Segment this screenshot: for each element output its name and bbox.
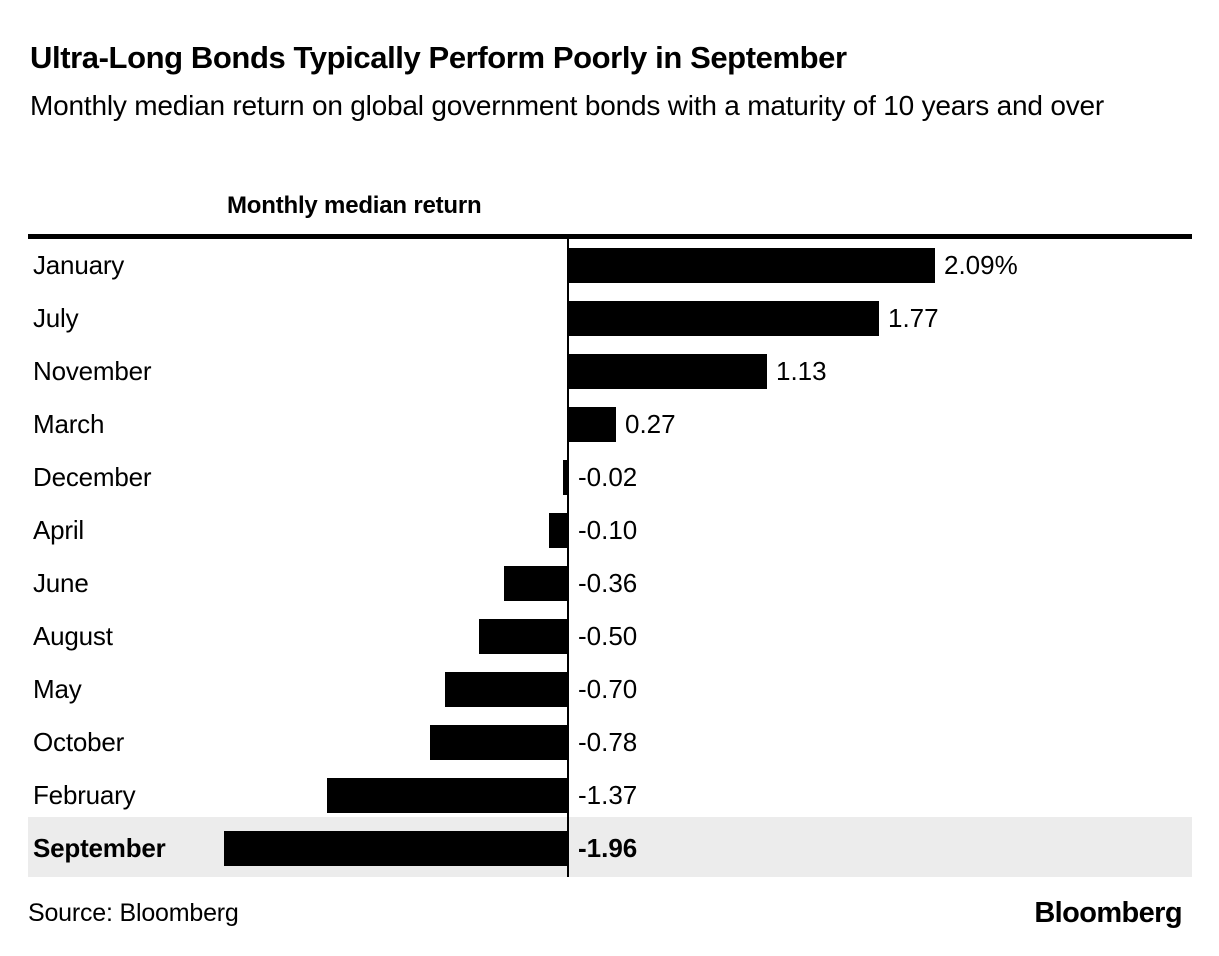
value-label: -0.36: [578, 568, 638, 598]
bar: [327, 778, 567, 813]
bar: [549, 513, 567, 548]
row-label: May: [33, 674, 82, 704]
row-label: April: [33, 515, 85, 545]
value-label: 1.13: [776, 356, 827, 386]
value-label: 2.09%: [944, 250, 1018, 280]
chart-row: July 1.77: [28, 292, 1192, 345]
value-label: -1.37: [578, 780, 638, 810]
value-label: -1.96: [578, 833, 638, 863]
chart-rows: January 2.09% July 1.77 November 1.13 Ma…: [28, 239, 1192, 875]
value-label: -0.50: [578, 621, 638, 651]
bar: [445, 672, 567, 707]
value-label: -0.02: [578, 462, 638, 492]
row-label: November: [33, 356, 152, 386]
row-label: June: [33, 568, 89, 598]
bar: [569, 354, 767, 389]
row-label: August: [33, 621, 113, 651]
row-label: July: [33, 303, 79, 333]
row-label: February: [33, 780, 136, 810]
value-label: 1.77: [888, 303, 939, 333]
chart-row: March 0.27: [28, 398, 1192, 451]
chart-row: September -1.96: [28, 822, 1192, 875]
chart-row: November 1.13: [28, 345, 1192, 398]
bar: [224, 831, 567, 866]
bar: [479, 619, 567, 654]
bar: [563, 460, 567, 495]
bloomberg-logo: Bloomberg: [1034, 897, 1182, 929]
value-label: -0.10: [578, 515, 638, 545]
bar: [569, 248, 935, 283]
chart-subtitle: Monthly median return on global governme…: [30, 90, 1105, 121]
bar: [569, 407, 616, 442]
zero-axis-line: [567, 239, 569, 877]
source-note: Source: Bloomberg: [28, 899, 239, 927]
chart-row: June -0.36: [28, 557, 1192, 610]
chart-row: May -0.70: [28, 663, 1192, 716]
value-label: -0.70: [578, 674, 638, 704]
row-label: December: [33, 462, 152, 492]
column-header: Monthly median return: [227, 192, 482, 219]
row-label: March: [33, 409, 105, 439]
bar: [504, 566, 567, 601]
chart-row: April -0.10: [28, 504, 1192, 557]
chart-row: August -0.50: [28, 610, 1192, 663]
value-label: 0.27: [625, 409, 676, 439]
chart-title: Ultra-Long Bonds Typically Perform Poorl…: [30, 40, 847, 75]
row-label: October: [33, 727, 125, 757]
highlight-band: [28, 817, 1192, 877]
row-label: September: [33, 833, 166, 863]
chart-row: October -0.78: [28, 716, 1192, 769]
value-label: -0.78: [578, 727, 638, 757]
row-label: January: [33, 250, 125, 280]
bar-chart: January 2.09% July 1.77 November 1.13 Ma…: [28, 234, 1192, 877]
chart-row: February -1.37: [28, 769, 1192, 822]
chart-row: December -0.02: [28, 451, 1192, 504]
chart-top-rule: [28, 234, 1192, 239]
bar: [569, 301, 879, 336]
chart-row: January 2.09%: [28, 239, 1192, 292]
bar: [430, 725, 567, 760]
